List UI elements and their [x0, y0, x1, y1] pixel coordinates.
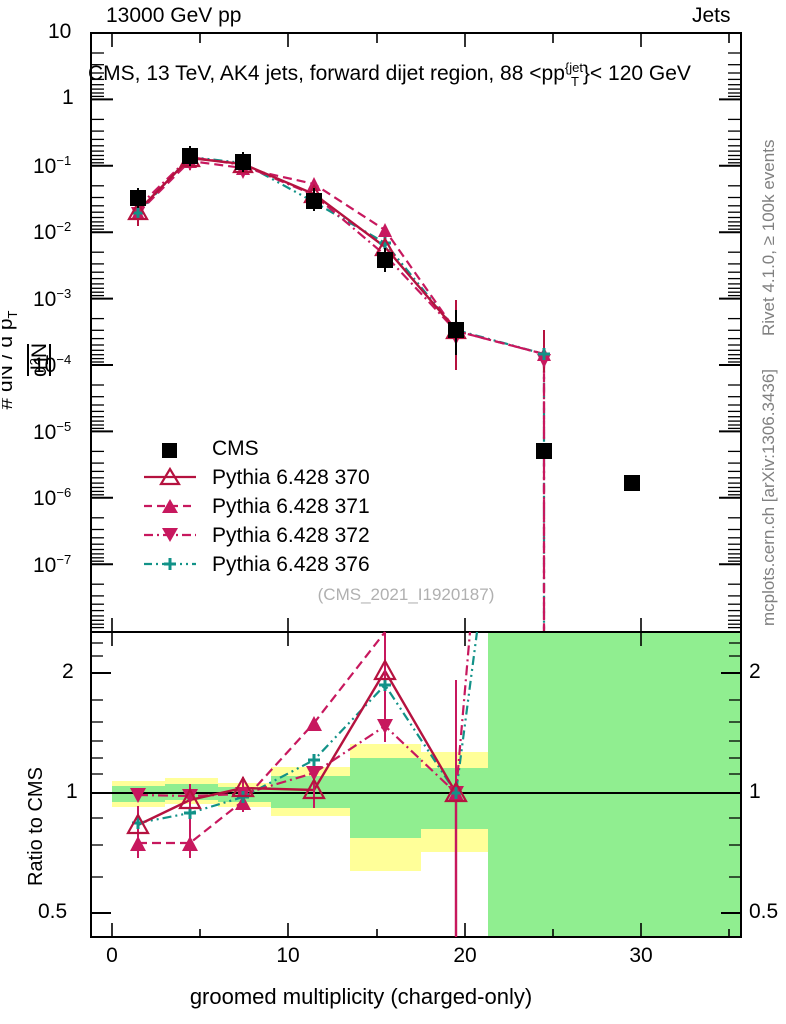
y-tick-label-1e0: 1: [62, 86, 74, 109]
legend-marker-p376: [164, 558, 176, 570]
series-line-p370: [137, 156, 457, 331]
plot-title: CMS, 13 TeV, AK4 jets, forward dijet reg…: [88, 60, 691, 89]
ratio-y-tick-label-05-right: 0.5: [749, 900, 779, 923]
plot-title-sup: {jet: [564, 60, 583, 75]
legend-marker-cms: [162, 443, 177, 458]
y-tick-label-1em6: 10−6: [33, 485, 72, 510]
main-x-ticks: [111, 33, 730, 632]
watermark-text: (CMS_2021_I1920187): [318, 585, 495, 604]
ratio-y-tick-label-2-right: 2: [749, 660, 761, 683]
ratio-y-ticks: [91, 672, 741, 914]
ratio-y-minor-ticks: [91, 642, 741, 878]
ratio-y-tick-label-2-left: 2: [62, 660, 74, 683]
ratio-uncertainty-bands: [112, 632, 741, 937]
ratio-y-axis-label-text: Ratio to CMS: [25, 767, 47, 886]
legend-label-p372: Pythia 6.428 372: [212, 524, 370, 547]
markers-p376: [132, 151, 550, 360]
legend-label-p370: Pythia 6.428 370: [212, 466, 370, 489]
side-text-bottom: mcplots.cern.ch [arXiv:1306.3436]: [752, 330, 782, 630]
y-tick-label-1em7: 10−7: [33, 552, 72, 577]
ratio-y-tick-label-1-right: 1: [749, 780, 761, 803]
legend-label-p376: Pythia 6.428 376: [212, 553, 370, 576]
ratio-y-tick-label-1-left: 1: [66, 780, 78, 803]
legend: [144, 443, 196, 570]
legend-label-cms: CMS: [212, 437, 259, 460]
markers-p371: [131, 154, 551, 361]
series-line-p371: [137, 159, 546, 632]
ratio-y-tick-label-05-left: 0.5: [38, 900, 68, 923]
x-tick-label-10: 10: [276, 944, 300, 967]
main-y-ticks: [91, 32, 741, 566]
ratio-y-axis-label: Ratio to CMS: [20, 690, 50, 890]
x-tick-label-20: 20: [453, 944, 477, 967]
cms-markers-main: [130, 148, 640, 491]
ratio-panel-frame: [90, 631, 742, 938]
y-tick-label-1em1: 10−1: [33, 153, 72, 178]
y-label-num-left: 1: [30, 354, 53, 366]
y-tick-label-1em4: 10−4: [33, 352, 72, 377]
y-tick-label-1e1: 10: [48, 20, 72, 43]
ratio-markers-p370: [126, 658, 468, 835]
y-tick-label-1em5: 10−5: [33, 419, 72, 444]
side-text-top-label: Rivet 4.1.0, ≥ 100k events: [759, 140, 778, 336]
markers-p372: [131, 157, 551, 368]
x-tick-label-0: 0: [106, 944, 118, 967]
header-left: 13000 GeV pp: [106, 4, 242, 27]
main-y-minor-ticks: [91, 52, 741, 629]
cms-error-bars-main: [137, 146, 457, 355]
plot-title-main: CMS, 13 TeV, AK4 jets, forward dijet reg…: [88, 62, 554, 85]
plot-title-pt: p: [553, 62, 565, 85]
y-label-den-left: # dN / d pT: [2, 310, 20, 409]
y-tick-label-1em2: 10−2: [33, 219, 72, 244]
side-text-top: Rivet 4.1.0, ≥ 100k events: [752, 40, 782, 340]
x-tick-label-30: 30: [629, 944, 653, 967]
y-axis-label: # dN / d pT 1 d2N # d pT d λ: [2, 60, 58, 620]
plot-title-tail: }< 120 GeV: [582, 62, 691, 85]
x-axis-label: groomed multiplicity (charged-only): [189, 984, 533, 1009]
ratio-x-ticks: [111, 632, 730, 937]
legend-label-p371: Pythia 6.428 371: [212, 495, 370, 518]
plot-title-sub: T: [570, 74, 579, 89]
y-tick-label-1em3: 10−3: [33, 286, 72, 311]
legend-marker-p370: [159, 466, 181, 486]
main-panel-frame: [90, 32, 742, 633]
header-right: Jets: [692, 4, 731, 27]
side-text-bottom-label: mcplots.cern.ch [arXiv:1306.3436]: [759, 369, 778, 626]
markers-p370: [127, 147, 467, 340]
legend-marker-p371: [162, 499, 178, 513]
legend-marker-p372: [162, 528, 178, 542]
